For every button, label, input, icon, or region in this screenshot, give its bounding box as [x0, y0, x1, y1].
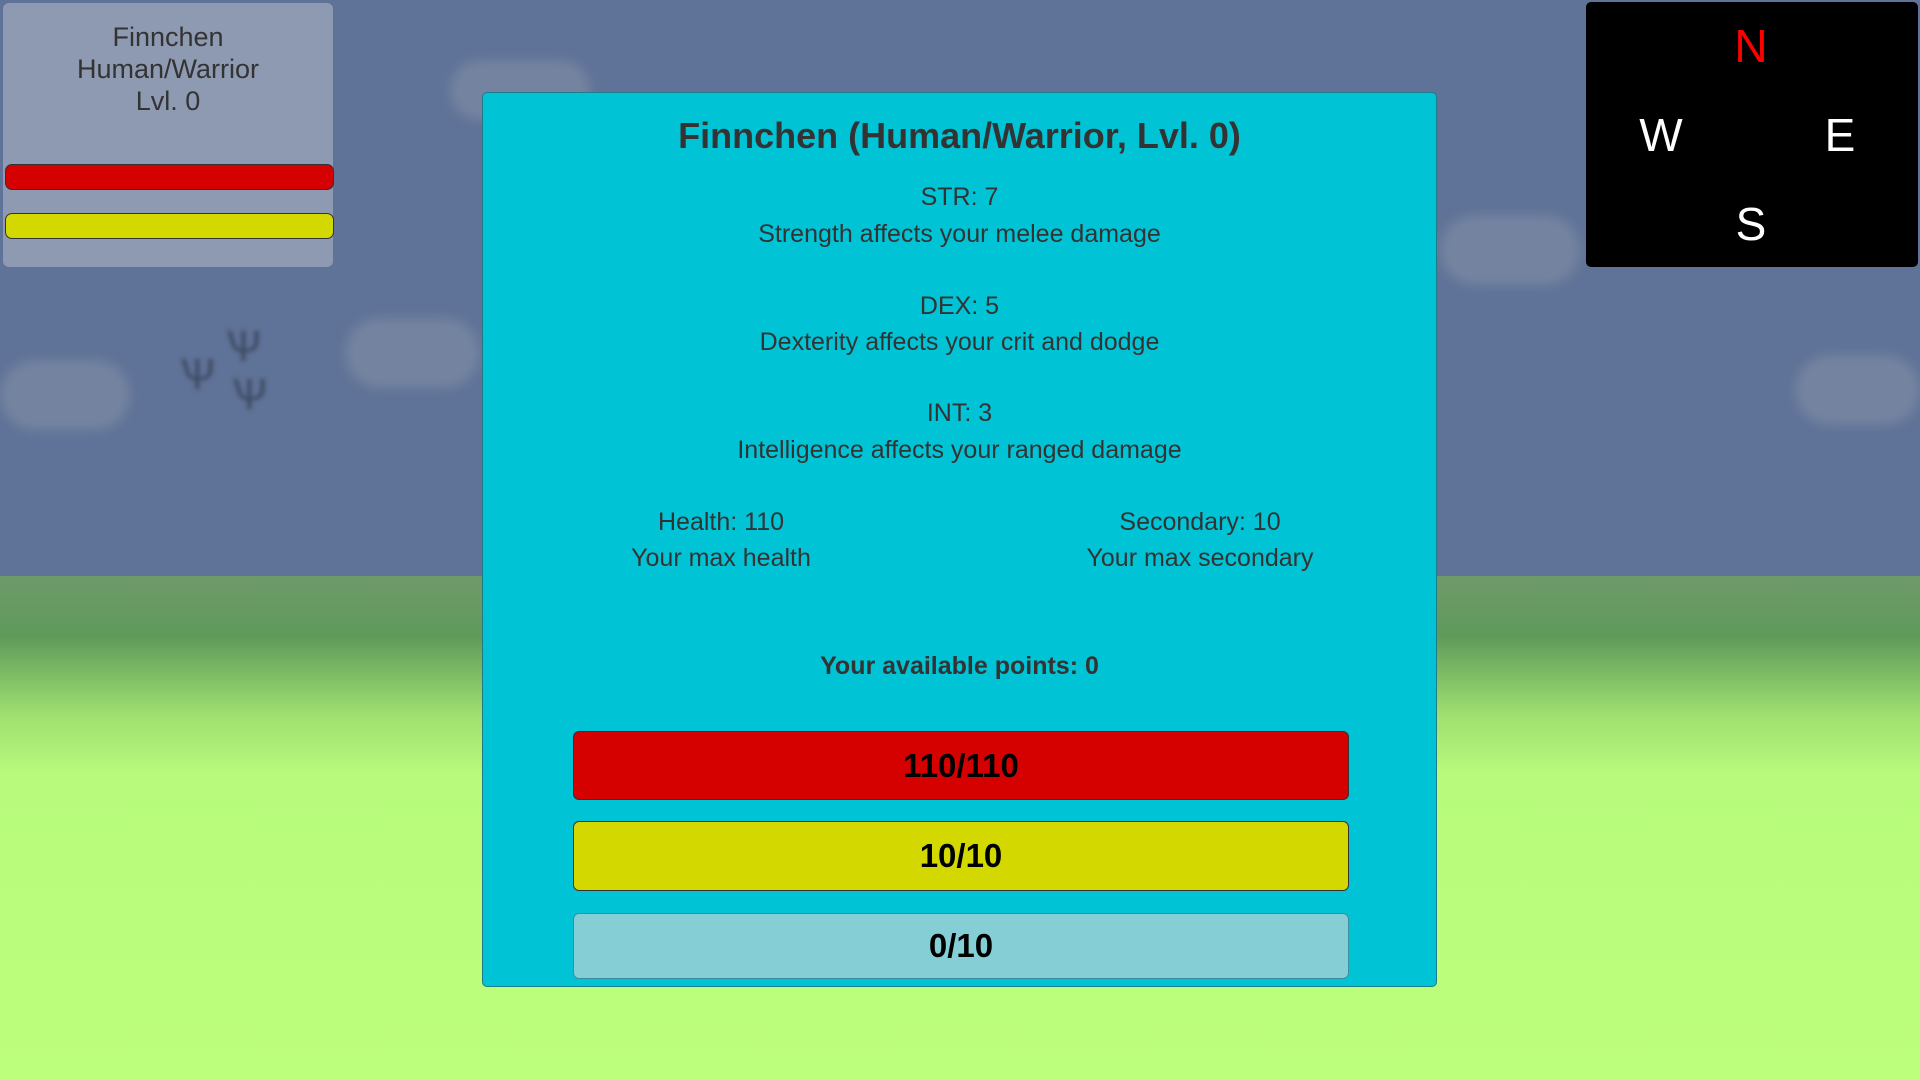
stat-int-desc: Intelligence affects your ranged damage [737, 436, 1182, 464]
cloud [1795, 355, 1920, 425]
experience-bar: 0/10 [573, 913, 1349, 979]
stat-health-desc: Your max health [631, 544, 811, 572]
compass-south: S [1735, 198, 1767, 250]
experience-bar-text: 0/10 [928, 927, 994, 964]
player-name: Finnchen [112, 22, 224, 52]
bird-icon: Ѱ [180, 350, 216, 399]
secondary-bar: 10/10 [573, 821, 1349, 891]
secondary-bar-text: 10/10 [919, 837, 1003, 874]
player-hud: Finnchen Human/Warrior Lvl. 0 [3, 3, 334, 267]
compass-east: E [1824, 109, 1856, 161]
stat-str-desc: Strength affects your melee damage [758, 220, 1161, 248]
compass: N W E S [1586, 2, 1918, 267]
stat-secondary-desc: Your max secondary [1086, 544, 1314, 572]
stat-health: Health: 110 [657, 508, 784, 536]
stat-int: INT: 3 [926, 399, 993, 427]
stat-dex: DEX: 5 [919, 292, 1000, 320]
player-level: Lvl. 0 [135, 86, 201, 116]
stat-secondary: Secondary: 10 [1119, 508, 1281, 536]
cloud [0, 360, 130, 430]
hud-secondary-bar [5, 213, 334, 239]
health-bar: 110/110 [573, 731, 1349, 800]
cloud [345, 318, 480, 388]
panel-title: Finnchen (Human/Warrior, Lvl. 0) [678, 115, 1241, 156]
stat-dex-desc: Dexterity affects your crit and dodge [759, 328, 1160, 356]
player-class: Human/Warrior [76, 54, 260, 84]
compass-north: N [1734, 20, 1768, 72]
available-points: Your available points: 0 [820, 652, 1099, 680]
stat-str: STR: 7 [920, 183, 999, 211]
bird-icon: Ѱ [232, 370, 268, 419]
compass-west: W [1639, 109, 1683, 161]
cloud [1440, 215, 1580, 285]
hud-health-bar [5, 164, 334, 190]
character-stats-panel: Finnchen (Human/Warrior, Lvl. 0) STR: 7 … [482, 92, 1437, 987]
health-bar-text: 110/110 [903, 746, 1019, 784]
bird-icon: Ѱ [226, 322, 262, 371]
